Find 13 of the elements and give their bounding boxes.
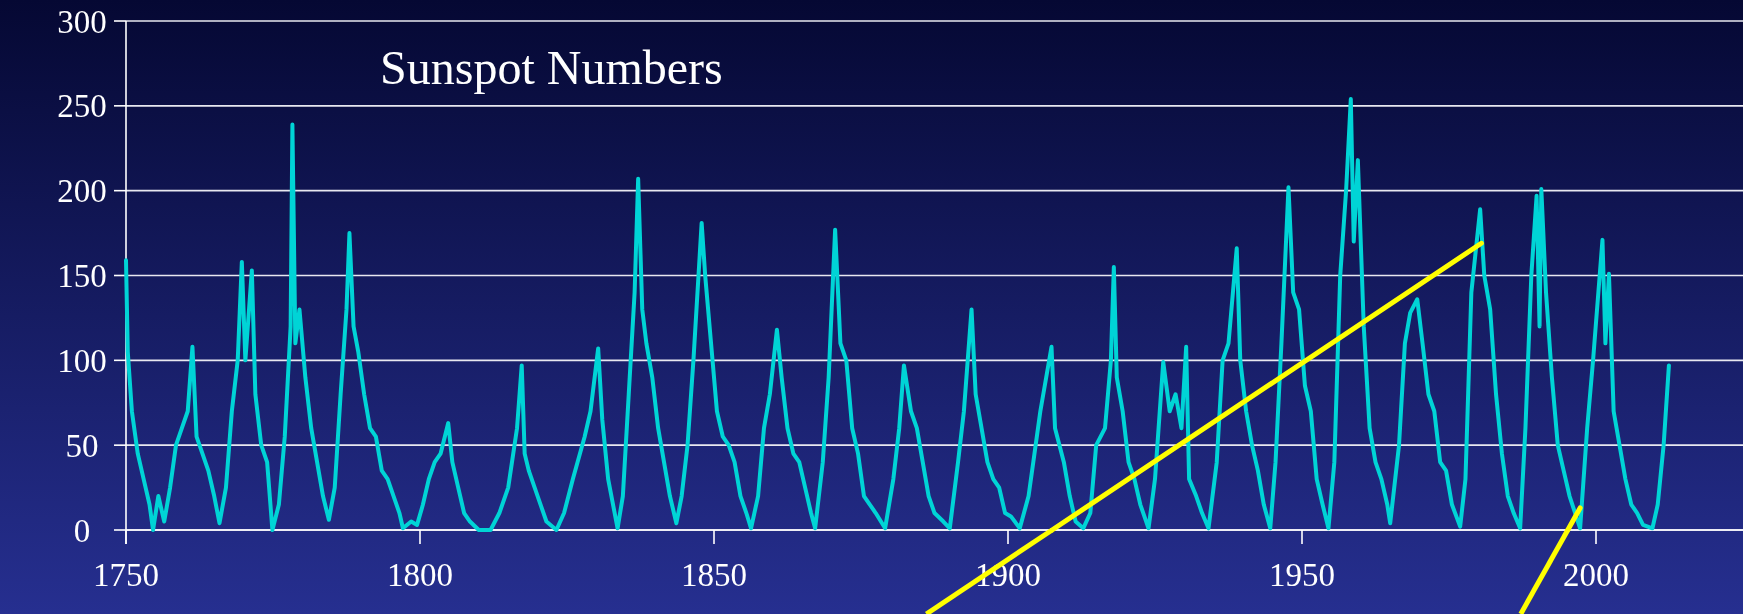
y-tick-label: 50: [65, 427, 99, 464]
y-tick-label: 100: [57, 342, 107, 379]
y-tick-label: 150: [57, 258, 107, 295]
y-tick-label: 300: [57, 3, 107, 40]
x-tick-label: 1750: [93, 557, 159, 593]
x-tick-label: 1950: [1269, 557, 1335, 593]
y-tick-label: 250: [57, 88, 107, 125]
x-tick-label: 1850: [681, 557, 747, 593]
x-tick-label: 1800: [387, 557, 453, 593]
x-tick-label: 2000: [1563, 557, 1629, 593]
chart-title: Sunspot Numbers: [380, 41, 723, 94]
y-tick-label: 0: [73, 512, 91, 549]
y-tick-label: 200: [57, 173, 107, 210]
